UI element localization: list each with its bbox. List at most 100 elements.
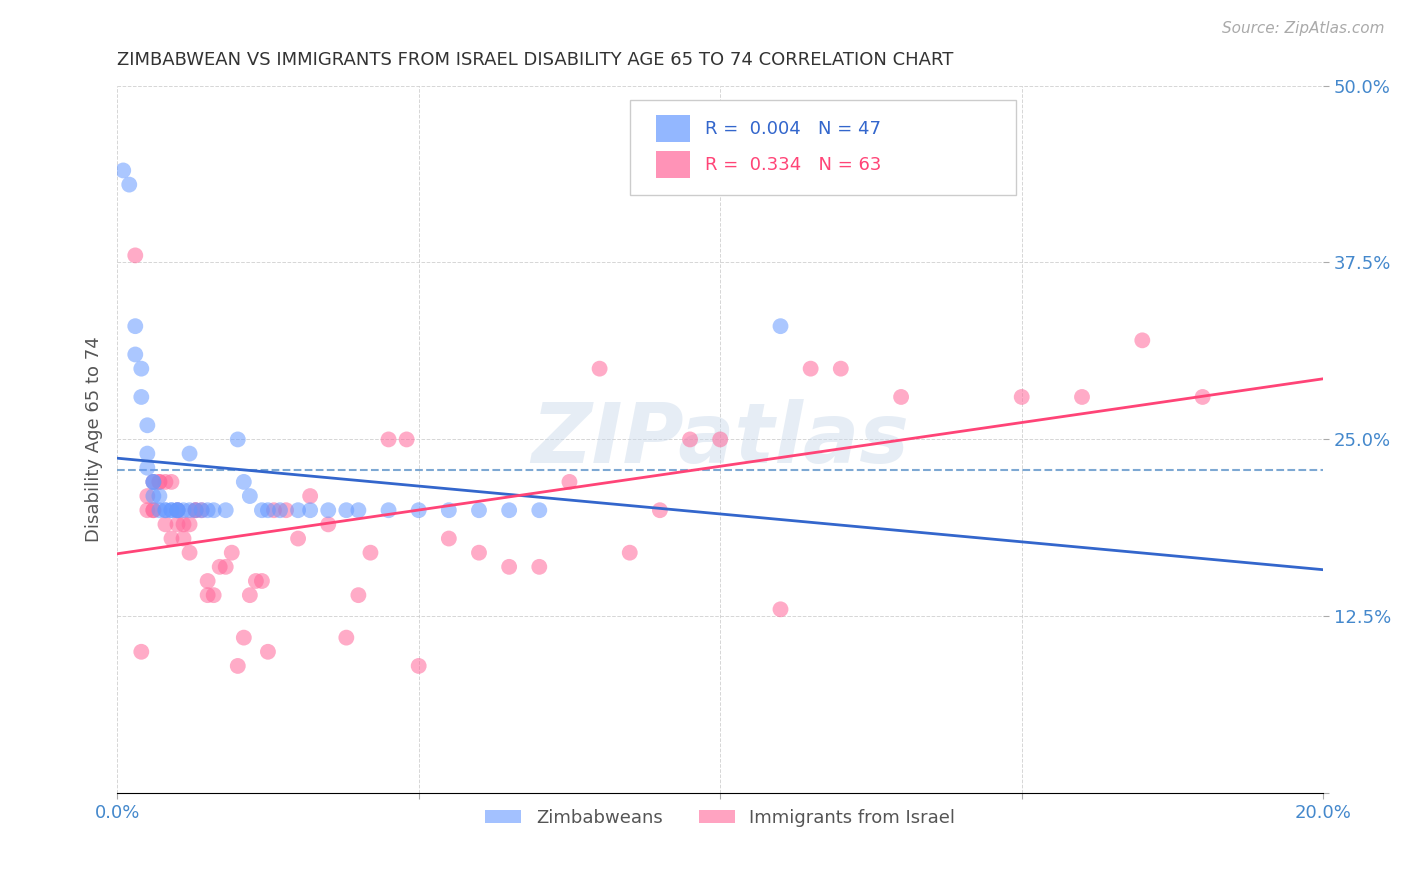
Point	[166, 503, 188, 517]
Point	[437, 503, 460, 517]
Point	[830, 361, 852, 376]
Point	[269, 503, 291, 517]
Point	[148, 475, 170, 489]
Point	[558, 475, 581, 489]
Point	[1071, 390, 1094, 404]
Point	[155, 475, 177, 489]
Text: R =  0.004   N = 47: R = 0.004 N = 47	[704, 120, 880, 137]
Point	[395, 433, 418, 447]
Point	[131, 390, 153, 404]
Point	[155, 517, 177, 532]
Point	[299, 489, 322, 503]
FancyBboxPatch shape	[630, 100, 1015, 195]
Point	[190, 503, 212, 517]
Point	[335, 631, 357, 645]
Point	[588, 361, 610, 376]
Point	[709, 433, 731, 447]
Point	[136, 418, 159, 433]
Point	[155, 503, 177, 517]
Point	[245, 574, 267, 588]
Text: ZIPatlas: ZIPatlas	[531, 399, 910, 480]
Point	[299, 503, 322, 517]
Point	[160, 503, 183, 517]
Point	[184, 503, 207, 517]
Point	[148, 475, 170, 489]
Point	[166, 503, 188, 517]
Point	[197, 574, 219, 588]
Point	[226, 659, 249, 673]
Point	[250, 574, 273, 588]
Point	[1130, 334, 1153, 348]
Point	[142, 475, 165, 489]
Point	[890, 390, 912, 404]
Point	[529, 503, 551, 517]
Point	[316, 503, 339, 517]
Point	[155, 503, 177, 517]
Point	[1191, 390, 1213, 404]
Point	[142, 489, 165, 503]
Point	[377, 433, 399, 447]
Point	[287, 532, 309, 546]
Bar	[657, 151, 690, 178]
Point	[226, 433, 249, 447]
Point	[160, 503, 183, 517]
Point	[232, 631, 254, 645]
Point	[529, 559, 551, 574]
Text: ZIMBABWEAN VS IMMIGRANTS FROM ISRAEL DISABILITY AGE 65 TO 74 CORRELATION CHART: ZIMBABWEAN VS IMMIGRANTS FROM ISRAEL DIS…	[117, 51, 953, 69]
Text: R =  0.334   N = 63: R = 0.334 N = 63	[704, 156, 882, 174]
Point	[173, 517, 195, 532]
Point	[142, 475, 165, 489]
Point	[142, 503, 165, 517]
Point	[179, 517, 201, 532]
Point	[124, 319, 146, 334]
Point	[347, 503, 370, 517]
Point	[131, 361, 153, 376]
Point	[274, 503, 297, 517]
Point	[136, 460, 159, 475]
Point	[197, 503, 219, 517]
Point	[179, 447, 201, 461]
Point	[166, 503, 188, 517]
Point	[408, 659, 430, 673]
Point	[215, 559, 238, 574]
Point	[221, 546, 243, 560]
Point	[359, 546, 381, 560]
Point	[136, 447, 159, 461]
Point	[179, 503, 201, 517]
Point	[1011, 390, 1033, 404]
Point	[316, 517, 339, 532]
Point	[468, 503, 491, 517]
Point	[619, 546, 641, 560]
Point	[190, 503, 212, 517]
Point	[136, 503, 159, 517]
Point	[800, 361, 823, 376]
Y-axis label: Disability Age 65 to 74: Disability Age 65 to 74	[86, 336, 103, 542]
Point	[408, 503, 430, 517]
Legend: Zimbabweans, Immigrants from Israel: Zimbabweans, Immigrants from Israel	[478, 801, 962, 834]
Point	[136, 489, 159, 503]
Point	[239, 588, 262, 602]
Point	[142, 475, 165, 489]
Point	[131, 645, 153, 659]
Point	[124, 248, 146, 262]
Point	[142, 503, 165, 517]
Point	[124, 347, 146, 361]
Point	[232, 475, 254, 489]
Point	[160, 475, 183, 489]
Point	[148, 503, 170, 517]
Point	[160, 532, 183, 546]
Point	[257, 503, 280, 517]
Point	[148, 489, 170, 503]
Point	[202, 503, 225, 517]
Point	[468, 546, 491, 560]
Point	[173, 532, 195, 546]
Point	[648, 503, 671, 517]
Point	[173, 503, 195, 517]
Point	[498, 503, 520, 517]
Point	[257, 645, 280, 659]
Point	[179, 546, 201, 560]
Point	[208, 559, 231, 574]
Point	[287, 503, 309, 517]
Point	[679, 433, 702, 447]
Bar	[657, 115, 690, 142]
